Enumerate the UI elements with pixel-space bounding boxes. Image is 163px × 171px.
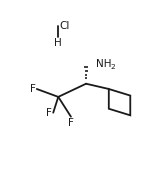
Text: Cl: Cl — [59, 21, 70, 31]
Text: NH: NH — [96, 59, 112, 69]
Text: F: F — [46, 108, 52, 118]
Text: F: F — [30, 84, 36, 94]
Text: H: H — [54, 38, 62, 48]
Text: 2: 2 — [111, 64, 115, 70]
Text: F: F — [68, 118, 74, 128]
